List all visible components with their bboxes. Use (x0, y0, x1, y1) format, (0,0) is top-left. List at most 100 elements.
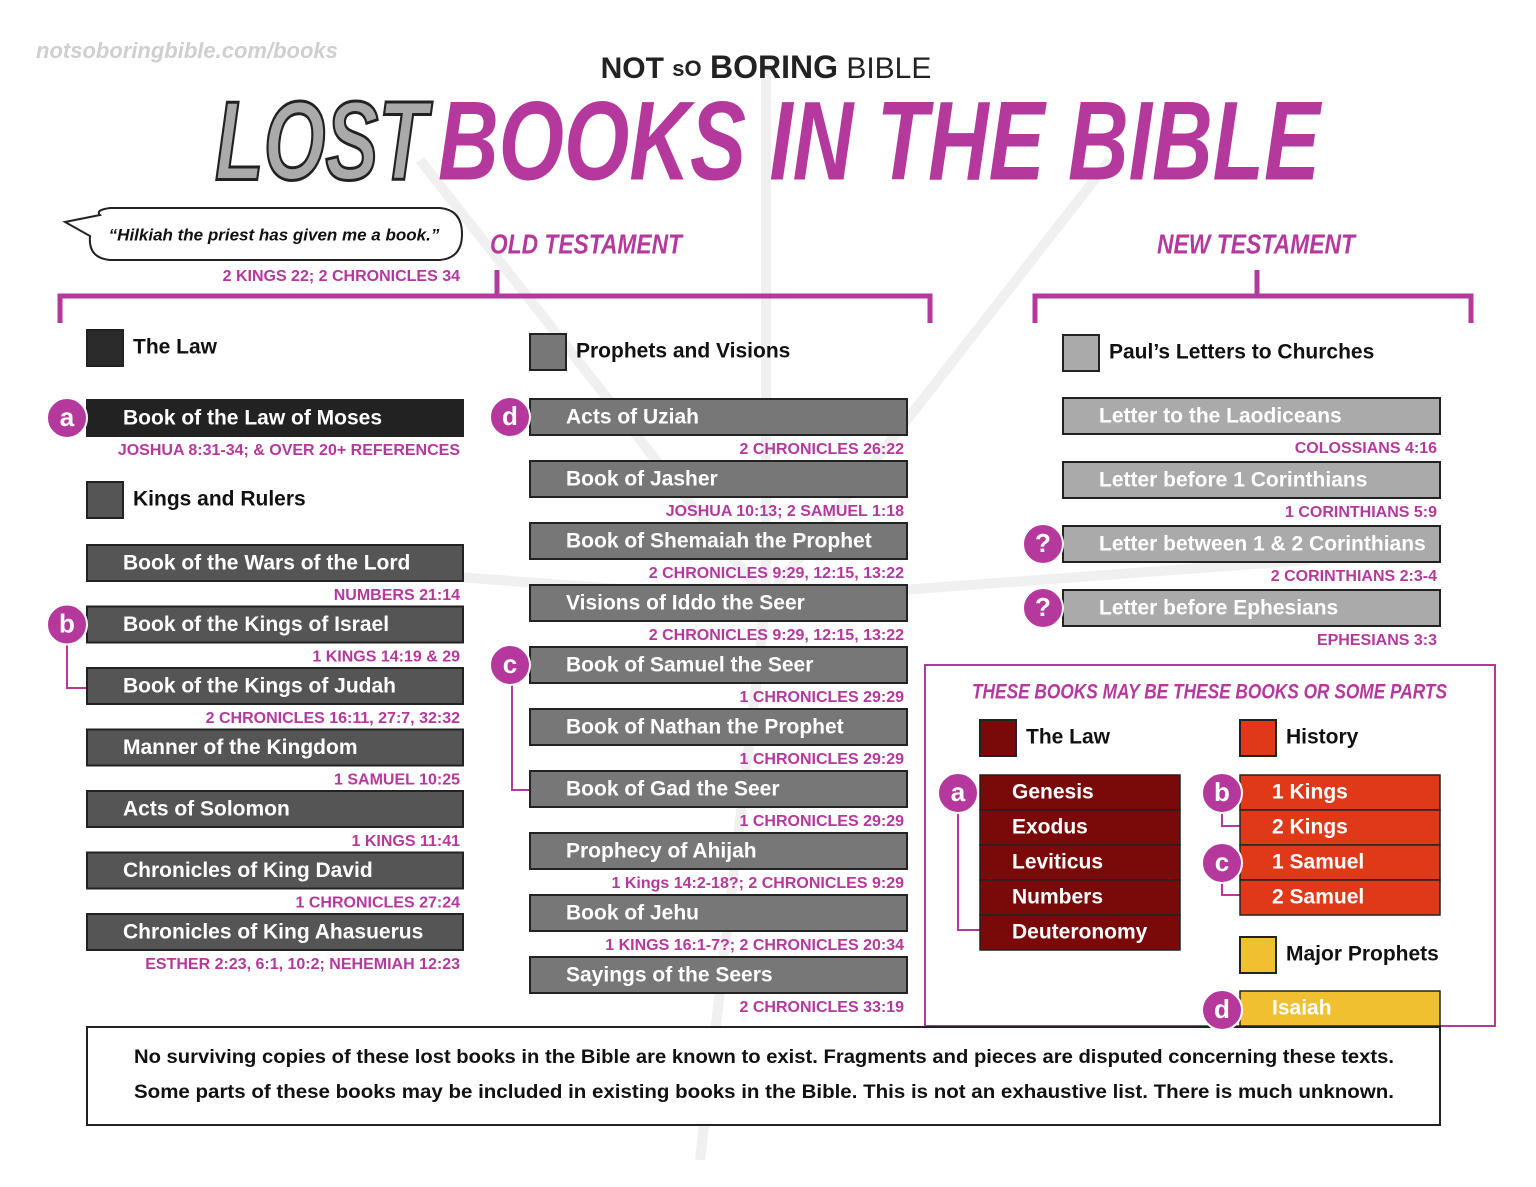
book-box (1062, 589, 1441, 627)
book-box (529, 832, 908, 870)
book-reference: 1 KINGS 11:41 (352, 833, 461, 850)
category-swatch (979, 719, 1017, 757)
canon-book: 1 Kings (1272, 781, 1348, 804)
book-box (86, 851, 464, 890)
book-name: Prophecy of Ahijah (566, 840, 757, 863)
book-name: Book of the Kings of Judah (123, 675, 396, 698)
badge (1201, 989, 1243, 1031)
book-reference: 1 CHRONICLES 27:24 (296, 895, 461, 912)
book-box (1062, 461, 1441, 499)
brand-word: sO (672, 56, 701, 81)
book-name: Acts of Solomon (123, 798, 290, 821)
footer-frame (86, 1026, 1441, 1126)
canon-book: Numbers (1012, 886, 1103, 909)
title-lost: LOST (215, 79, 433, 204)
book-reference: 1 CHRONICLES 29:29 (740, 813, 905, 830)
canon-box (1239, 879, 1441, 916)
book-box (529, 522, 908, 560)
book-box (529, 584, 908, 622)
canon-box (1239, 844, 1441, 881)
canon-box (979, 774, 1181, 811)
book-reference: 2 CHRONICLES 33:19 (740, 999, 905, 1016)
section-heading: NEW TESTAMENT (1157, 228, 1357, 259)
badge (937, 772, 979, 814)
book-name: Letter between 1 & 2 Corinthians (1099, 533, 1426, 556)
book-name: Visions of Iddo the Seer (566, 592, 805, 615)
book-box (86, 913, 464, 951)
category-label: Prophets and Visions (576, 340, 790, 363)
badge (46, 603, 88, 646)
book-box (86, 667, 464, 705)
canon-book: 2 Samuel (1272, 886, 1364, 909)
book-reference: JOSHUA 10:13; 2 SAMUEL 1:18 (666, 503, 904, 520)
book-reference: 1 CHRONICLES 29:29 (740, 689, 905, 706)
category-swatch (86, 329, 124, 367)
book-name: Sayings of the Seers (566, 964, 773, 987)
badge (46, 397, 88, 439)
badge-label: c (503, 649, 517, 679)
canon-box (979, 879, 1181, 916)
canon-book: Isaiah (1272, 997, 1332, 1020)
brand-word: NOT (601, 52, 664, 85)
book-box (529, 894, 908, 932)
ot-bracket (57, 270, 933, 323)
book-name: Letter to the Laodiceans (1099, 405, 1342, 428)
book-name: Book of Gad the Seer (566, 778, 780, 801)
book-box (86, 605, 464, 644)
book-reference: 2 CHRONICLES 9:29, 12:15, 13:22 (649, 565, 904, 582)
book-name: Chronicles of King David (123, 859, 373, 882)
footer-line: No surviving copies of these lost books … (134, 1047, 1394, 1068)
brand-word: BIBLE (846, 52, 931, 85)
book-reference: 1 CHRONICLES 29:29 (740, 751, 905, 768)
book-name: Letter before 1 Corinthians (1099, 469, 1367, 492)
book-reference: COLOSSIANS 4:16 (1295, 440, 1437, 457)
book-name: Manner of the Kingdom (123, 736, 358, 759)
brand: NOT sO BORING BIBLE (601, 49, 932, 85)
badge (489, 644, 531, 686)
footer-line: Some parts of these books may be include… (134, 1082, 1394, 1103)
book-box (1062, 525, 1441, 563)
book-box (529, 956, 908, 994)
badge-label: d (1214, 994, 1230, 1024)
category-swatch (1062, 334, 1100, 372)
canon-box (979, 809, 1181, 846)
book-box (529, 646, 908, 684)
quote-reference: 2 KINGS 22; 2 CHRONICLES 34 (223, 268, 461, 285)
canon-book: Leviticus (1012, 851, 1103, 874)
badge (489, 396, 531, 438)
book-box (529, 708, 908, 746)
quote-text: “Hilkiah the priest has given me a book.… (109, 225, 440, 244)
book-name: Book of Nathan the Prophet (566, 716, 844, 739)
canon-book: Deuteronomy (1012, 921, 1148, 944)
book-name: Letter before Ephesians (1099, 597, 1338, 620)
badge-label: ? (1035, 592, 1051, 622)
book-name: Book of Samuel the Seer (566, 654, 813, 677)
badge-label: ? (1035, 528, 1051, 558)
category-label: Kings and Rulers (133, 488, 306, 511)
book-reference: 1 Kings 14:2-18?; 2 CHRONICLES 9:29 (611, 875, 904, 892)
book-reference: JOSHUA 8:31-34; & OVER 20+ REFERENCES (118, 442, 461, 459)
category-swatch (86, 481, 124, 519)
book-name: Book of the Kings of Israel (123, 613, 389, 636)
book-reference: 2 CHRONICLES 9:29, 12:15, 13:22 (649, 627, 904, 644)
book-name: Book of Jehu (566, 902, 699, 925)
category-swatch (1239, 936, 1277, 974)
connector (957, 793, 980, 931)
canon-book: 2 Kings (1272, 816, 1348, 839)
book-box (86, 790, 464, 828)
book-reference: NUMBERS 21:14 (334, 587, 460, 604)
category-swatch (1239, 719, 1277, 757)
book-reference: 2 CHRONICLES 26:22 (740, 441, 905, 458)
book-box (86, 728, 464, 767)
connector (511, 665, 530, 791)
nt-bracket (1032, 270, 1474, 323)
canon-box (979, 914, 1181, 951)
book-reference: 2 CORINTHIANS 2:3-4 (1271, 568, 1437, 585)
book-reference: 2 CHRONICLES 16:11, 27:7, 32:32 (206, 710, 460, 727)
category-label: Paul’s Letters to Churches (1109, 341, 1374, 364)
category-label: The Law (133, 336, 218, 359)
possible-title: THESE BOOKS MAY BE THESE BOOKS OR SOME P… (972, 681, 1447, 704)
title-rest: BOOKS IN THE BIBLE (438, 79, 1322, 204)
badge-label: c (1215, 847, 1229, 877)
